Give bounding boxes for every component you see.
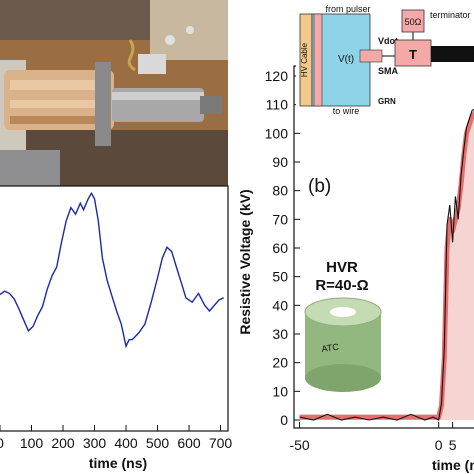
left-x-tick-label: 0 — [0, 435, 4, 451]
hvr-label: HVR — [326, 259, 358, 276]
right-y-tick-label: 0 — [280, 412, 288, 428]
diagram-cable: Cable — [446, 49, 474, 61]
circuit-diagram: from pulser HV Cable V(t) to wire Vdot S… — [296, 4, 474, 116]
diagram-vt: V(t) — [338, 54, 354, 65]
right-y-tick-label: 70 — [272, 211, 288, 227]
diagram-sma: SMA — [378, 66, 399, 76]
diagram-hv-cable: HV Cable — [300, 42, 309, 77]
left-plot-frame — [0, 185, 229, 432]
right-y-tick-label: 110 — [266, 97, 289, 113]
diagram-grn: GRN — [378, 97, 396, 106]
diagram-t: T — [409, 47, 417, 62]
left-x-tick-label: 400 — [114, 435, 138, 451]
diagram-vdot: Vdot — [378, 36, 398, 46]
diagram-terminator: terminator — [430, 10, 471, 20]
apparatus-photo — [0, 0, 228, 186]
right-raw-line — [299, 108, 474, 421]
right-y-tick-label: 90 — [272, 154, 288, 170]
right-x-tick-label: 0 — [435, 437, 443, 453]
left-x-tick-label: 100 — [20, 435, 44, 451]
resistor-text: ATC — [321, 342, 340, 354]
right-x-tick-label: 5 — [449, 437, 457, 453]
left-series-line — [0, 191, 224, 349]
right-plot: Resistive Voltage (kV) 01020304050607080… — [237, 65, 474, 473]
right-y-tick-label: 10 — [272, 383, 288, 399]
left-x-tick-label: 600 — [177, 435, 201, 451]
right-y-tick-label: 20 — [272, 355, 288, 371]
panel-label-b: (b) — [308, 176, 331, 197]
diagram-50ohm: 50Ω — [405, 17, 422, 27]
diagram-to-wire: to wire — [333, 106, 360, 116]
right-y-tick-label: 60 — [272, 240, 288, 256]
left-x-tick-label: 700 — [209, 435, 233, 451]
right-y-tick-label: 40 — [272, 297, 288, 313]
diagram-from-pulser: from pulser — [325, 4, 370, 14]
left-x-tick-label: 500 — [146, 435, 170, 451]
resistance-label: R=40-Ω — [315, 277, 368, 294]
right-y-tick-label: 50 — [272, 269, 288, 285]
right-fit-area — [299, 114, 474, 420]
right-x-axis-label: time (ns — [432, 457, 474, 473]
right-x-tick-label: -50 — [289, 437, 309, 453]
left-x-axis-label: time (ns) — [89, 455, 147, 471]
left-x-tick-label: 300 — [83, 435, 107, 451]
left-x-ticks: 0 100 200 300 400 500 600 700 — [0, 425, 232, 451]
right-y-tick-label: 100 — [265, 125, 289, 141]
resistor-photo: ATC — [304, 297, 382, 392]
right-y-tick-label: 30 — [272, 326, 288, 342]
right-y-axis-label: Resistive Voltage (kV) — [237, 189, 253, 334]
left-x-tick-label: 200 — [51, 435, 75, 451]
left-plot: 0 100 200 300 400 500 600 700 time (ns) — [0, 185, 232, 471]
right-y-tick-label: 80 — [272, 183, 288, 199]
right-y-tick-label: 120 — [265, 68, 289, 84]
